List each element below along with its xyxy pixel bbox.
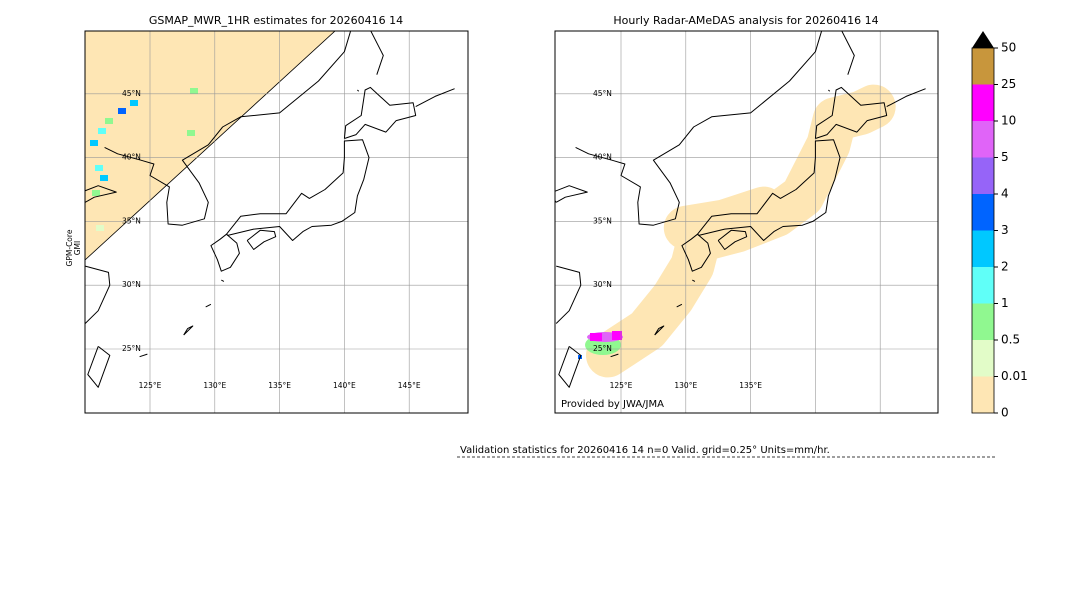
coastline [814,86,888,139]
colorbar-extend [972,31,994,48]
coastline [692,279,696,282]
colorbar-segment [972,340,994,377]
coastline [246,229,277,250]
coastline [555,185,588,203]
sensor-label: GMI [73,241,82,256]
rain-spot [96,225,104,231]
lon-label: 135°E [739,381,762,390]
panel-title: GSMAP_MWR_1HR estimates for 20260416 14 [149,14,403,27]
coastline [681,233,711,272]
rain-spot [90,140,98,146]
colorbar-label: 10 [1001,114,1016,128]
colorbar-label: 0 [1001,406,1009,420]
colorbar-label: 3 [1001,223,1009,237]
colorbar-label: 4 [1001,187,1009,201]
lat-label: 40°N [122,153,141,162]
colorbar-label: 5 [1001,150,1009,164]
coastline [205,303,212,308]
lon-label: 130°E [674,381,697,390]
coastline [558,346,582,388]
coastline [717,229,748,250]
map-panel: 45°N 40°N 35°N 30°N 25°N 125°E 130°E 135°E Provi… [554,30,939,414]
rain-spot [118,108,126,114]
coastline [343,86,417,139]
map-body [85,31,468,413]
lat-label: 35°N [593,216,612,225]
coastline [575,31,823,226]
lon-label: 135°E [268,381,291,390]
coastline [610,353,619,358]
colorbar-segment [972,267,994,304]
coastline [841,31,855,75]
coastline [226,139,370,241]
coastline [886,88,926,108]
rain-spot [98,128,106,134]
panel-frame [554,30,939,414]
lat-label: 40°N [593,153,612,162]
coastline [697,139,841,241]
coastline [183,325,194,336]
lon-label: 140°E [333,381,356,390]
coastline [828,89,831,92]
rain-spot [95,165,103,171]
coastline [85,265,111,324]
map-body [555,31,938,413]
lat-label: 45°N [122,89,141,98]
sensor-label: GPM-Core [65,229,74,266]
colorbar-segment [972,48,994,85]
colorbar-segment [972,303,994,340]
colorbar-label: 0.01 [1001,369,1028,383]
map-panel: 45°N 40°N 35°N 30°N 25°N 125°E 130°E 135°E 140°E… [65,30,469,414]
lon-label: 125°E [139,381,162,390]
lat-label: 30°N [122,280,141,289]
validation-text: Validation statistics for 20260416 14 n=… [460,445,830,456]
coastline [555,265,582,324]
panel-title: Hourly Radar-AMeDAS analysis for 2026041… [613,14,878,27]
rain-spot [100,175,108,181]
coastline [210,233,240,272]
rain-spot [590,333,602,341]
colorbar-label: 25 [1001,77,1016,91]
lon-label: 125°E [610,381,633,390]
colorbar-segment [972,194,994,231]
lat-label: 45°N [593,89,612,98]
rain-area [663,186,786,250]
coastline [85,185,117,203]
colorbar-segment [972,230,994,267]
swath-area [85,31,336,261]
rain-spot [190,88,198,94]
lon-label: 145°E [398,381,421,390]
panel-frame [84,30,469,414]
colorbar-label: 2 [1001,260,1009,274]
lat-label: 30°N [593,280,612,289]
coastline [139,353,148,358]
coastline [221,279,225,282]
rain-spot [130,100,138,106]
coastline [415,88,455,108]
lon-label: 130°E [203,381,226,390]
coastline [357,89,360,92]
colorbar-segment [972,157,994,194]
colorbar-label: 0.5 [1001,333,1020,347]
colorbar-label: 50 [1001,41,1016,55]
colorbar-segment [972,376,994,413]
coastline [370,31,384,75]
coastline [654,325,665,336]
rain-spot [105,118,113,124]
lat-label: 35°N [122,216,141,225]
coastline [104,31,352,226]
rain-spot [612,331,622,340]
credit: Provided by JWA/JMA [561,399,664,410]
lat-label: 25°N [122,344,141,353]
coastline [676,303,683,308]
rain-spot [92,190,100,196]
colorbar-segment [972,121,994,158]
lat-label: 25°N [593,344,612,353]
rain-spot [187,130,195,136]
colorbar-label: 1 [1001,296,1009,310]
coastline [87,346,111,388]
colorbar-segment [972,84,994,121]
